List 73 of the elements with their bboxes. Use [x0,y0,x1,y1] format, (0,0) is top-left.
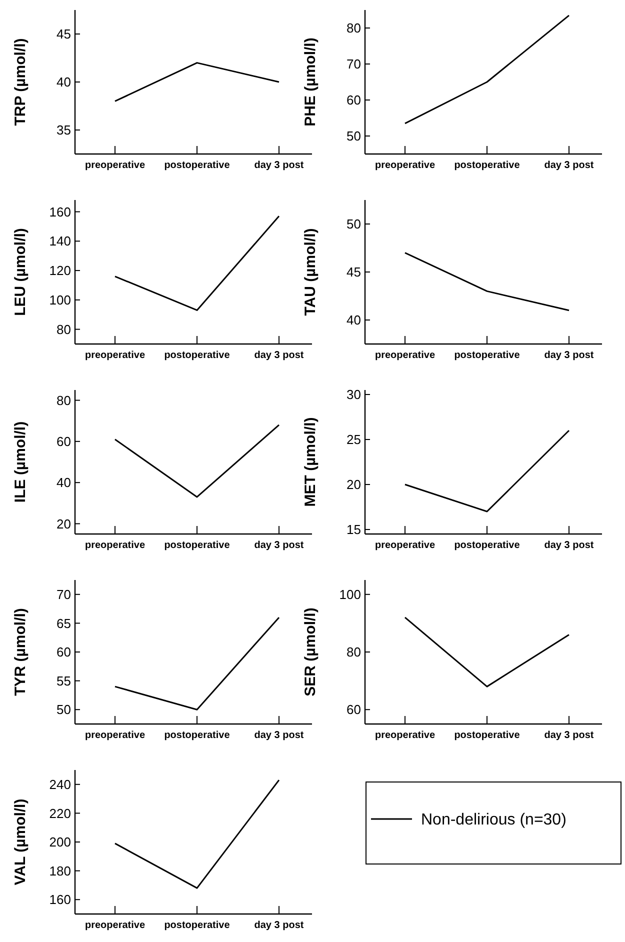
x-tick-label: postoperative [164,730,230,741]
x-tick-label: postoperative [164,920,230,931]
x-tick-label: preoperative [374,350,436,361]
x-tick-label: postoperative [164,540,230,551]
y-tick-label: 40 [346,312,361,328]
y-axis-title: TYR (µmol/l) [12,608,29,696]
y-axis-title: PHE (µmol/l) [302,38,319,126]
y-tick-label: 45 [346,264,361,280]
x-tick-label: day 3 post [254,920,304,931]
y-tick-label: 200 [49,834,71,850]
y-tick-label: 60 [346,702,361,718]
legend-label: Non-delirious (n=30) [421,812,566,829]
x-tick-label: day 3 post [544,540,594,551]
y-tick-label: 55 [56,673,71,688]
y-tick-label: 45 [56,26,71,42]
y-tick-label: 15 [346,522,361,538]
y-tick-label: 50 [346,216,361,232]
x-tick-label: day 3 post [254,160,304,171]
y-tick-label: 20 [346,477,361,492]
x-tick-label: day 3 post [544,350,594,361]
x-tick-label: day 3 post [544,160,594,171]
y-tick-label: 60 [56,644,71,660]
y-tick-label: 80 [346,20,361,36]
x-tick-label: postoperative [454,350,520,361]
y-tick-label: 70 [346,56,361,72]
x-tick-label: day 3 post [254,730,304,741]
x-tick-label: day 3 post [544,730,594,741]
y-tick-label: 35 [56,122,71,138]
y-tick-label: 80 [346,644,361,660]
y-axis-title: ILE (µmol/l) [12,421,29,503]
x-tick-label: preoperative [84,730,146,741]
x-tick-label: day 3 post [254,540,304,551]
y-axis-title: TAU (µmol/l) [302,228,319,316]
y-axis-title: VAL (µmol/l) [12,798,29,886]
y-tick-label: 100 [339,586,361,602]
y-tick-label: 80 [56,322,71,337]
y-tick-label: 180 [49,863,71,878]
x-tick-label: day 3 post [254,350,304,361]
x-tick-label: preoperative [84,920,146,931]
x-tick-label: preoperative [374,730,436,741]
y-tick-label: 40 [56,475,71,490]
y-tick-label: 140 [49,234,71,249]
x-tick-label: preoperative [374,540,436,551]
x-tick-label: postoperative [164,350,230,361]
y-tick-label: 220 [49,806,71,821]
y-tick-label: 50 [56,702,71,718]
x-tick-label: postoperative [454,160,520,171]
y-tick-label: 25 [346,432,361,448]
y-tick-label: 240 [49,776,71,792]
y-tick-label: 120 [49,263,71,278]
y-tick-label: 40 [56,74,71,90]
y-axis-title: TRP (µmol/l) [12,38,29,126]
y-tick-label: 65 [56,616,71,631]
x-tick-label: preoperative [374,160,436,171]
y-axis-title: LEU (µmol/l) [12,228,29,316]
y-tick-label: 60 [56,434,71,449]
y-tick-label: 70 [56,586,71,602]
y-tick-label: 100 [49,292,71,308]
y-axis-title: MET (µmol/l) [302,417,319,507]
x-tick-label: preoperative [84,540,146,551]
y-tick-label: 30 [346,387,361,402]
x-tick-label: postoperative [454,540,520,551]
x-tick-label: preoperative [84,160,146,171]
y-tick-label: 80 [56,392,71,408]
y-tick-label: 20 [56,516,71,532]
y-tick-label: 60 [346,92,361,108]
y-axis-title: SER (µmol/l) [302,608,319,696]
y-tick-label: 160 [49,204,71,220]
y-tick-label: 160 [49,892,71,908]
x-tick-label: postoperative [164,160,230,171]
x-tick-label: postoperative [454,730,520,741]
x-tick-label: preoperative [84,350,146,361]
y-tick-label: 50 [346,128,361,144]
